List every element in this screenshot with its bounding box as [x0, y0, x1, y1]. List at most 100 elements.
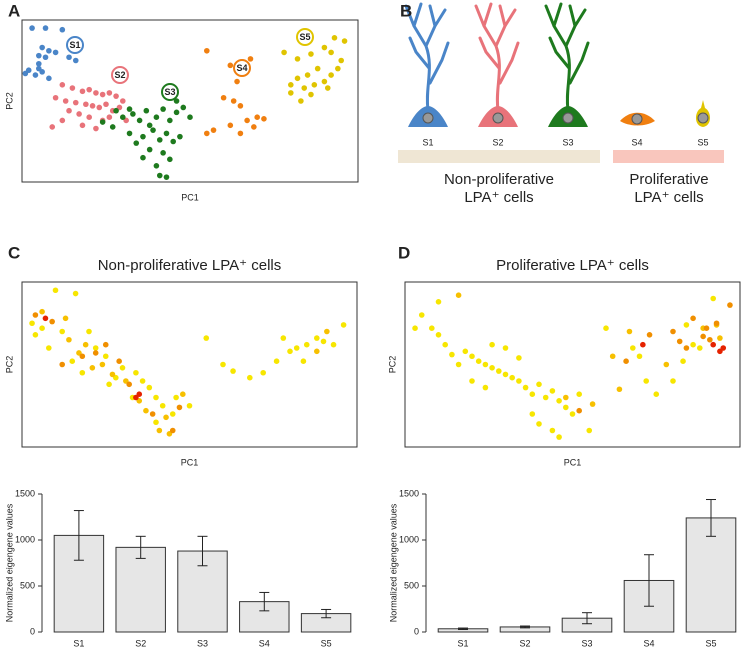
point [324, 85, 331, 91]
point [59, 328, 65, 335]
point [79, 88, 86, 95]
point [32, 312, 39, 318]
point [173, 394, 179, 401]
point [46, 75, 52, 82]
point [455, 292, 462, 299]
point [314, 65, 321, 72]
y-axis-label: PC2 [387, 356, 397, 374]
point [177, 133, 183, 140]
point [237, 130, 244, 137]
point [69, 358, 76, 365]
point [281, 49, 287, 56]
point [536, 421, 542, 427]
point [482, 384, 489, 391]
point [586, 427, 593, 434]
point [204, 47, 210, 54]
cell-label: S2 [492, 137, 503, 147]
point [683, 322, 690, 328]
x-axis-label: PC1 [181, 457, 199, 467]
point [502, 371, 509, 378]
point [529, 411, 536, 417]
point [86, 86, 92, 93]
point [324, 328, 330, 335]
point [126, 130, 133, 137]
point [42, 315, 49, 322]
point [462, 348, 469, 355]
point [126, 106, 133, 112]
point [556, 398, 562, 404]
point [676, 338, 683, 345]
point [220, 361, 226, 368]
point [69, 85, 76, 91]
point [321, 78, 328, 85]
point [489, 365, 495, 371]
x-tick-label: S4 [259, 638, 270, 648]
point [39, 44, 45, 51]
point [93, 125, 99, 132]
bar [115, 546, 166, 633]
bar [685, 517, 737, 633]
point [703, 325, 710, 332]
point [83, 101, 89, 108]
series-name: S5 [299, 32, 310, 42]
point [683, 345, 690, 351]
point [163, 174, 170, 180]
point [254, 114, 260, 120]
group-bar [398, 150, 600, 163]
point [429, 325, 435, 332]
point [720, 345, 727, 351]
y-tick-label: 500 [404, 580, 419, 590]
y-axis-label: PC2 [4, 92, 14, 110]
point [643, 378, 649, 384]
point [469, 378, 475, 384]
point [576, 407, 582, 414]
point [66, 107, 72, 114]
point [136, 117, 143, 124]
point [549, 427, 556, 434]
point [163, 414, 169, 421]
point [46, 47, 52, 54]
chart-title: Proliferative LPA⁺ cells [496, 257, 649, 274]
point [186, 402, 193, 409]
point [106, 381, 112, 388]
point [700, 333, 706, 340]
point [710, 295, 716, 302]
point [328, 49, 334, 56]
point [86, 114, 92, 120]
point [93, 90, 99, 96]
point [663, 361, 670, 368]
cell-s4 [620, 112, 655, 126]
point [187, 114, 193, 120]
point [113, 93, 119, 99]
point [156, 172, 163, 179]
point [42, 54, 49, 61]
point [713, 320, 720, 327]
point [153, 394, 159, 401]
point [320, 338, 327, 345]
point [169, 427, 176, 434]
point [103, 101, 109, 108]
point [39, 325, 45, 332]
point [176, 404, 183, 411]
point [469, 353, 475, 360]
point [72, 290, 79, 297]
point [247, 374, 253, 381]
point [113, 107, 119, 114]
point [79, 122, 86, 129]
point [156, 427, 163, 434]
x-tick-label: S2 [135, 638, 146, 648]
point [102, 353, 109, 360]
y-axis-label: Normalized eigengene values [4, 503, 14, 622]
point [509, 374, 515, 381]
point [690, 341, 696, 348]
point [153, 114, 160, 120]
point [330, 341, 337, 348]
y-axis-label: PC2 [4, 356, 14, 374]
point [62, 315, 69, 322]
point [475, 358, 482, 365]
point [79, 353, 86, 360]
point [133, 140, 140, 146]
group-label: LPA⁺ cells [634, 189, 703, 206]
point [294, 75, 301, 82]
